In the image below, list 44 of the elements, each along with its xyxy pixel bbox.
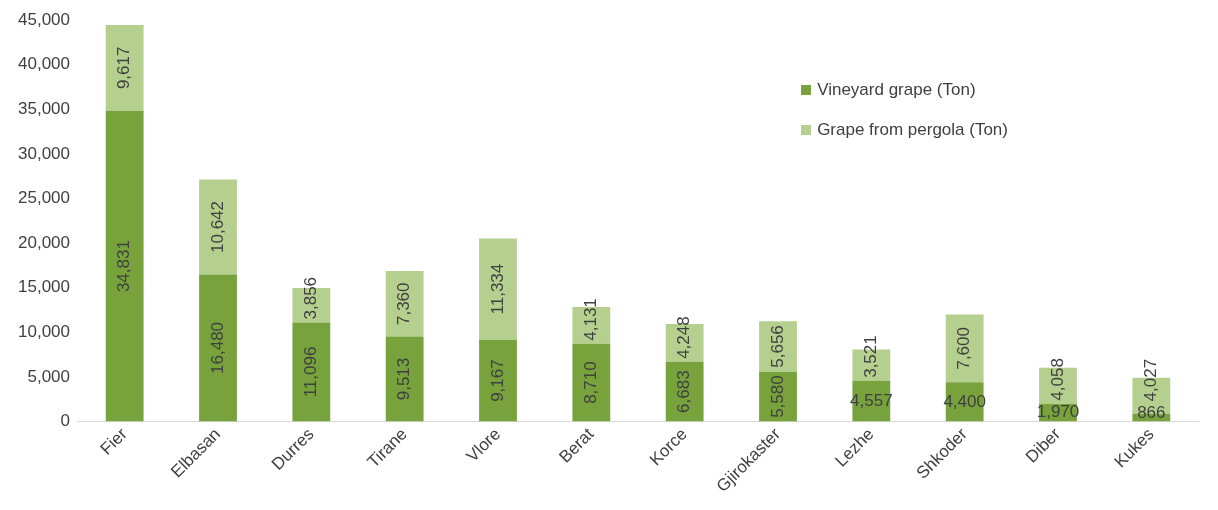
data-label: 34,831 (114, 240, 134, 293)
data-label: 6,683 (674, 370, 694, 413)
data-label: 11,334 (487, 263, 507, 315)
bar (385, 270, 424, 337)
bar (385, 336, 424, 422)
y-tick-label: 0 (60, 411, 70, 431)
y-tick-label: 5,000 (27, 366, 70, 386)
data-label: 16,480 (207, 321, 227, 374)
data-label: 3,521 (861, 335, 881, 378)
data-label: 5,580 (767, 375, 787, 418)
data-label: 4,131 (581, 298, 601, 341)
legend-label: Grape from pergola (Ton) (817, 120, 1008, 140)
legend-label: Vineyard grape (Ton) (817, 80, 976, 100)
data-label: 7,600 (954, 327, 974, 370)
data-label: 4,248 (674, 316, 694, 359)
data-label: 10,642 (207, 200, 227, 253)
data-label: 5,656 (767, 325, 787, 368)
bar (479, 339, 517, 422)
x-tick-label: Fier (96, 424, 132, 459)
data-label: 4,058 (1047, 358, 1067, 401)
bar (105, 24, 144, 111)
y-tick-label: 10,000 (18, 321, 70, 341)
bar (105, 110, 144, 422)
y-tick-label: 15,000 (18, 277, 70, 297)
bar (292, 322, 331, 422)
y-tick-label: 35,000 (18, 98, 70, 118)
y-tick-label: 40,000 (18, 54, 70, 74)
y-tick-label: 45,000 (18, 9, 70, 29)
bar (479, 238, 517, 340)
data-label: 9,513 (394, 357, 414, 401)
data-label: 9,617 (114, 46, 134, 90)
data-label: 8,710 (581, 361, 601, 404)
bar (199, 274, 237, 422)
y-tick-label: 25,000 (18, 188, 70, 208)
bar (945, 314, 984, 383)
data-label: 9,167 (487, 359, 507, 402)
data-label: 7,360 (394, 282, 414, 326)
data-label: 11,096 (301, 346, 321, 398)
data-label: 4,027 (1141, 358, 1161, 402)
y-tick-label: 20,000 (18, 232, 70, 252)
y-tick-label: 30,000 (18, 143, 70, 163)
bar (199, 179, 237, 275)
data-label: 3,856 (301, 276, 321, 320)
bar (572, 343, 611, 422)
